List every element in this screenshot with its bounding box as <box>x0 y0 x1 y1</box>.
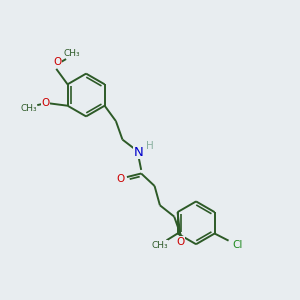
Text: Cl: Cl <box>232 240 243 250</box>
Text: O: O <box>116 173 124 184</box>
Text: CH₃: CH₃ <box>152 241 168 250</box>
Text: H: H <box>146 140 154 151</box>
Text: O: O <box>41 98 50 108</box>
Text: O: O <box>53 57 62 67</box>
Text: N: N <box>134 146 144 159</box>
Text: O: O <box>177 236 185 247</box>
Text: CH₃: CH₃ <box>20 104 37 113</box>
Text: CH₃: CH₃ <box>64 49 80 58</box>
